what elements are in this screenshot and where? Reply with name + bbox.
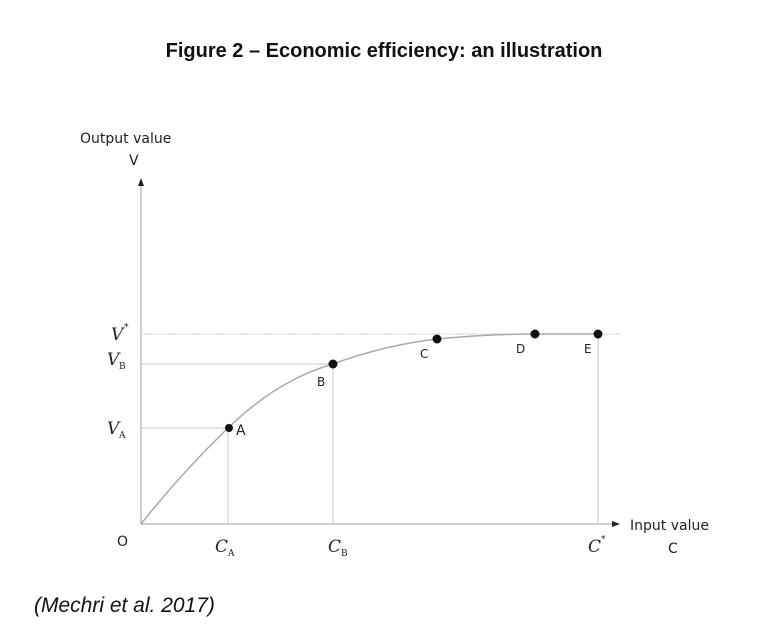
x-tick-c-b: C B — [328, 537, 348, 559]
frontier-curve — [140, 333, 598, 525]
y-tick-v-b: V B — [107, 350, 126, 372]
y-tick-v-star-base: V — [111, 325, 125, 345]
x-axis-symbol: C — [668, 541, 678, 557]
x-axis-label: Input value — [630, 518, 709, 534]
x-axis-arrowhead — [612, 521, 620, 527]
point-e-label: E — [584, 342, 592, 356]
origin-label: O — [117, 534, 128, 550]
x-tick-c-b-base: C — [328, 537, 341, 557]
y-tick-v-a-sub: A — [118, 431, 126, 441]
x-tick-c-a-sub: A — [227, 549, 235, 559]
x-tick-c-a: C A — [215, 537, 235, 559]
x-tick-c-star-base: C — [588, 537, 601, 557]
point-d — [530, 329, 540, 339]
figure-title: Figure 2 – Economic efficiency: an illus… — [165, 40, 603, 62]
x-tick-c-a-base: C — [215, 537, 228, 557]
y-axis-arrowhead — [138, 178, 144, 186]
point-e — [593, 329, 603, 339]
x-tick-c-b-sub: B — [341, 549, 348, 559]
y-axis-symbol: V — [129, 153, 139, 169]
point-b-label: B — [317, 375, 325, 389]
y-axis-label: Output value — [80, 131, 171, 147]
point-a-label: A — [236, 423, 246, 439]
point-c — [432, 334, 442, 344]
point-a — [225, 424, 233, 432]
point-d-label: D — [516, 342, 525, 356]
y-tick-v-b-base: V — [107, 350, 121, 370]
y-tick-v-a-base: V — [107, 419, 121, 439]
y-tick-v-a: V A — [107, 419, 126, 441]
y-tick-v-star: V * — [111, 323, 129, 345]
x-tick-c-star: C * — [588, 535, 606, 557]
point-c-label: C — [420, 347, 428, 361]
y-tick-v-b-sub: B — [119, 362, 126, 372]
citation: (Mechri et al. 2017) — [34, 594, 215, 617]
y-tick-v-star-sup: * — [124, 323, 129, 333]
x-tick-c-star-sup: * — [601, 535, 606, 545]
point-b — [328, 359, 338, 369]
